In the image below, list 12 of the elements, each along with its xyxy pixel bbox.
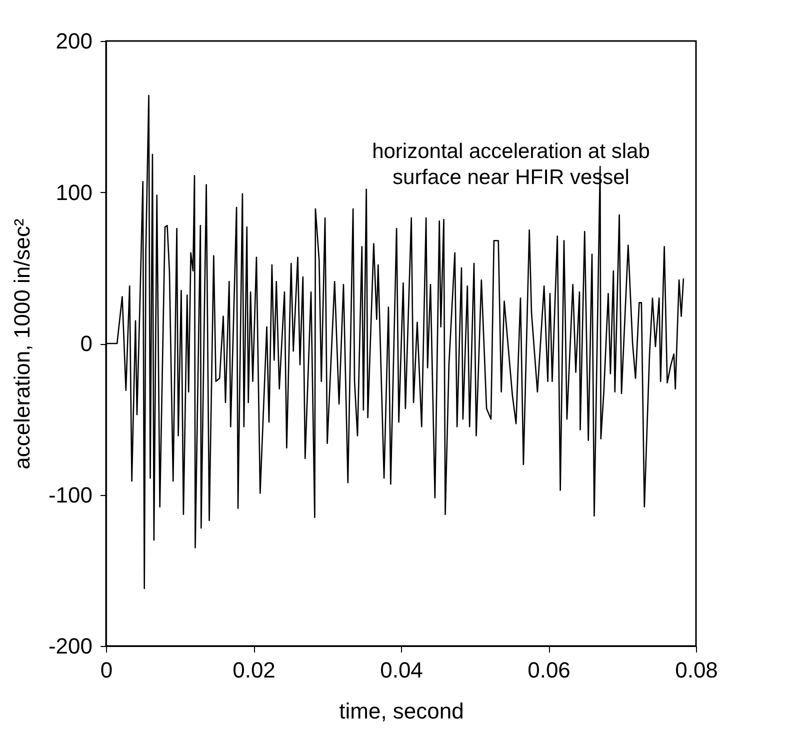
x-axis-title: time, second	[339, 698, 464, 724]
y-tick-label: -100	[48, 482, 92, 508]
y-tick-label: 0	[80, 331, 92, 356]
x-tick-label: 0	[100, 658, 113, 682]
y-axis-title: acceleration, 1000 in/sec²	[9, 218, 34, 470]
x-tick-label: 0.04	[380, 658, 423, 682]
y-tick-label: 200	[56, 28, 92, 54]
y-tick-label: 100	[56, 180, 92, 205]
x-tick-label: 0.06	[528, 658, 570, 682]
y-tick-label: -200	[48, 634, 92, 658]
x-tick-label: 0.02	[232, 658, 276, 682]
x-tick-label: 0.08	[675, 658, 718, 682]
